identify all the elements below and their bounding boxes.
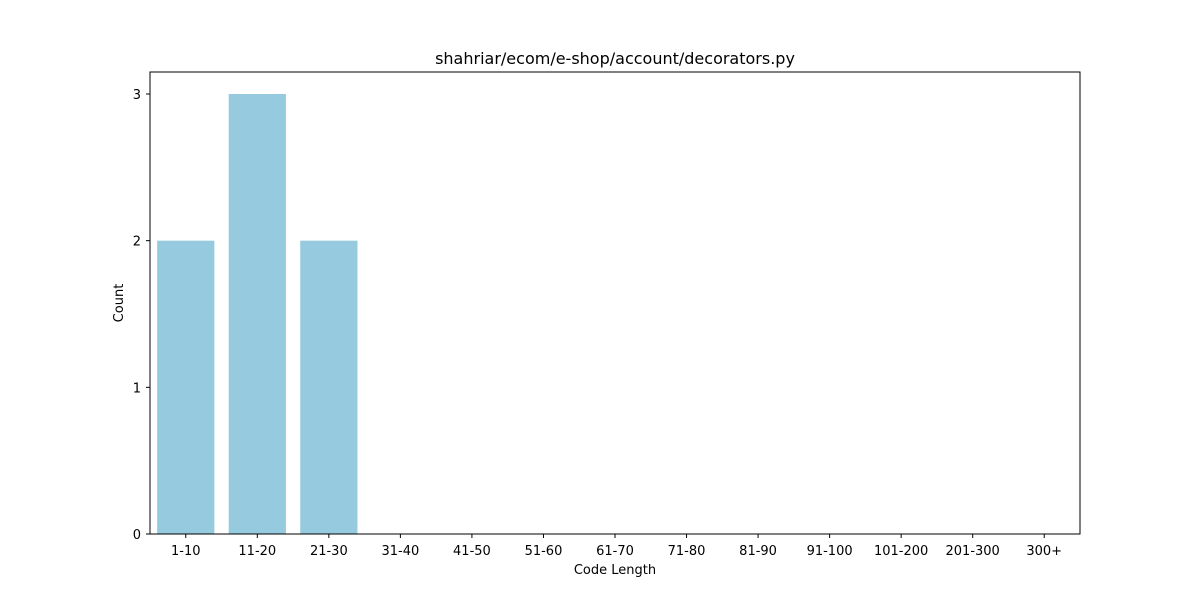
- x-ticks-group: 1-10 11-20 21-30 31-40 41-50 51-60 61-70 71-80 8…: [171, 534, 1062, 559]
- chart-title: shahriar/ecom/e-shop/account/decorators.…: [435, 49, 795, 68]
- y-tick-label: 3: [133, 88, 141, 103]
- y-tick-label: 0: [133, 528, 141, 543]
- bars-group: [157, 94, 358, 534]
- y-tick-label: 1: [133, 381, 141, 396]
- x-tick-label: 61-70: [596, 544, 634, 559]
- x-tick-label: 11-20: [238, 544, 276, 559]
- bar-11-20: [228, 94, 286, 534]
- x-axis-label: Code Length: [574, 563, 656, 578]
- x-tick-label: 81-90: [739, 544, 777, 559]
- x-tick-label: 300+: [1026, 544, 1062, 559]
- bar-1-10: [157, 240, 215, 534]
- x-tick-label: 71-80: [668, 544, 706, 559]
- y-axis-label: Count: [112, 284, 127, 323]
- x-tick-label: 91-100: [807, 544, 853, 559]
- x-tick-label: 51-60: [525, 544, 563, 559]
- y-tick-label: 2: [133, 235, 141, 250]
- plot-frame: [149, 71, 1081, 535]
- y-ticks-group: 0 1 2 3: [133, 88, 150, 543]
- x-tick-label: 41-50: [453, 544, 491, 559]
- x-tick-label: 101-200: [874, 544, 928, 559]
- x-tick-label: 201-300: [946, 544, 1000, 559]
- x-tick-label: 21-30: [310, 544, 348, 559]
- bar-21-30: [300, 240, 358, 534]
- x-tick-label: 31-40: [381, 544, 419, 559]
- x-tick-label: 1-10: [171, 544, 201, 559]
